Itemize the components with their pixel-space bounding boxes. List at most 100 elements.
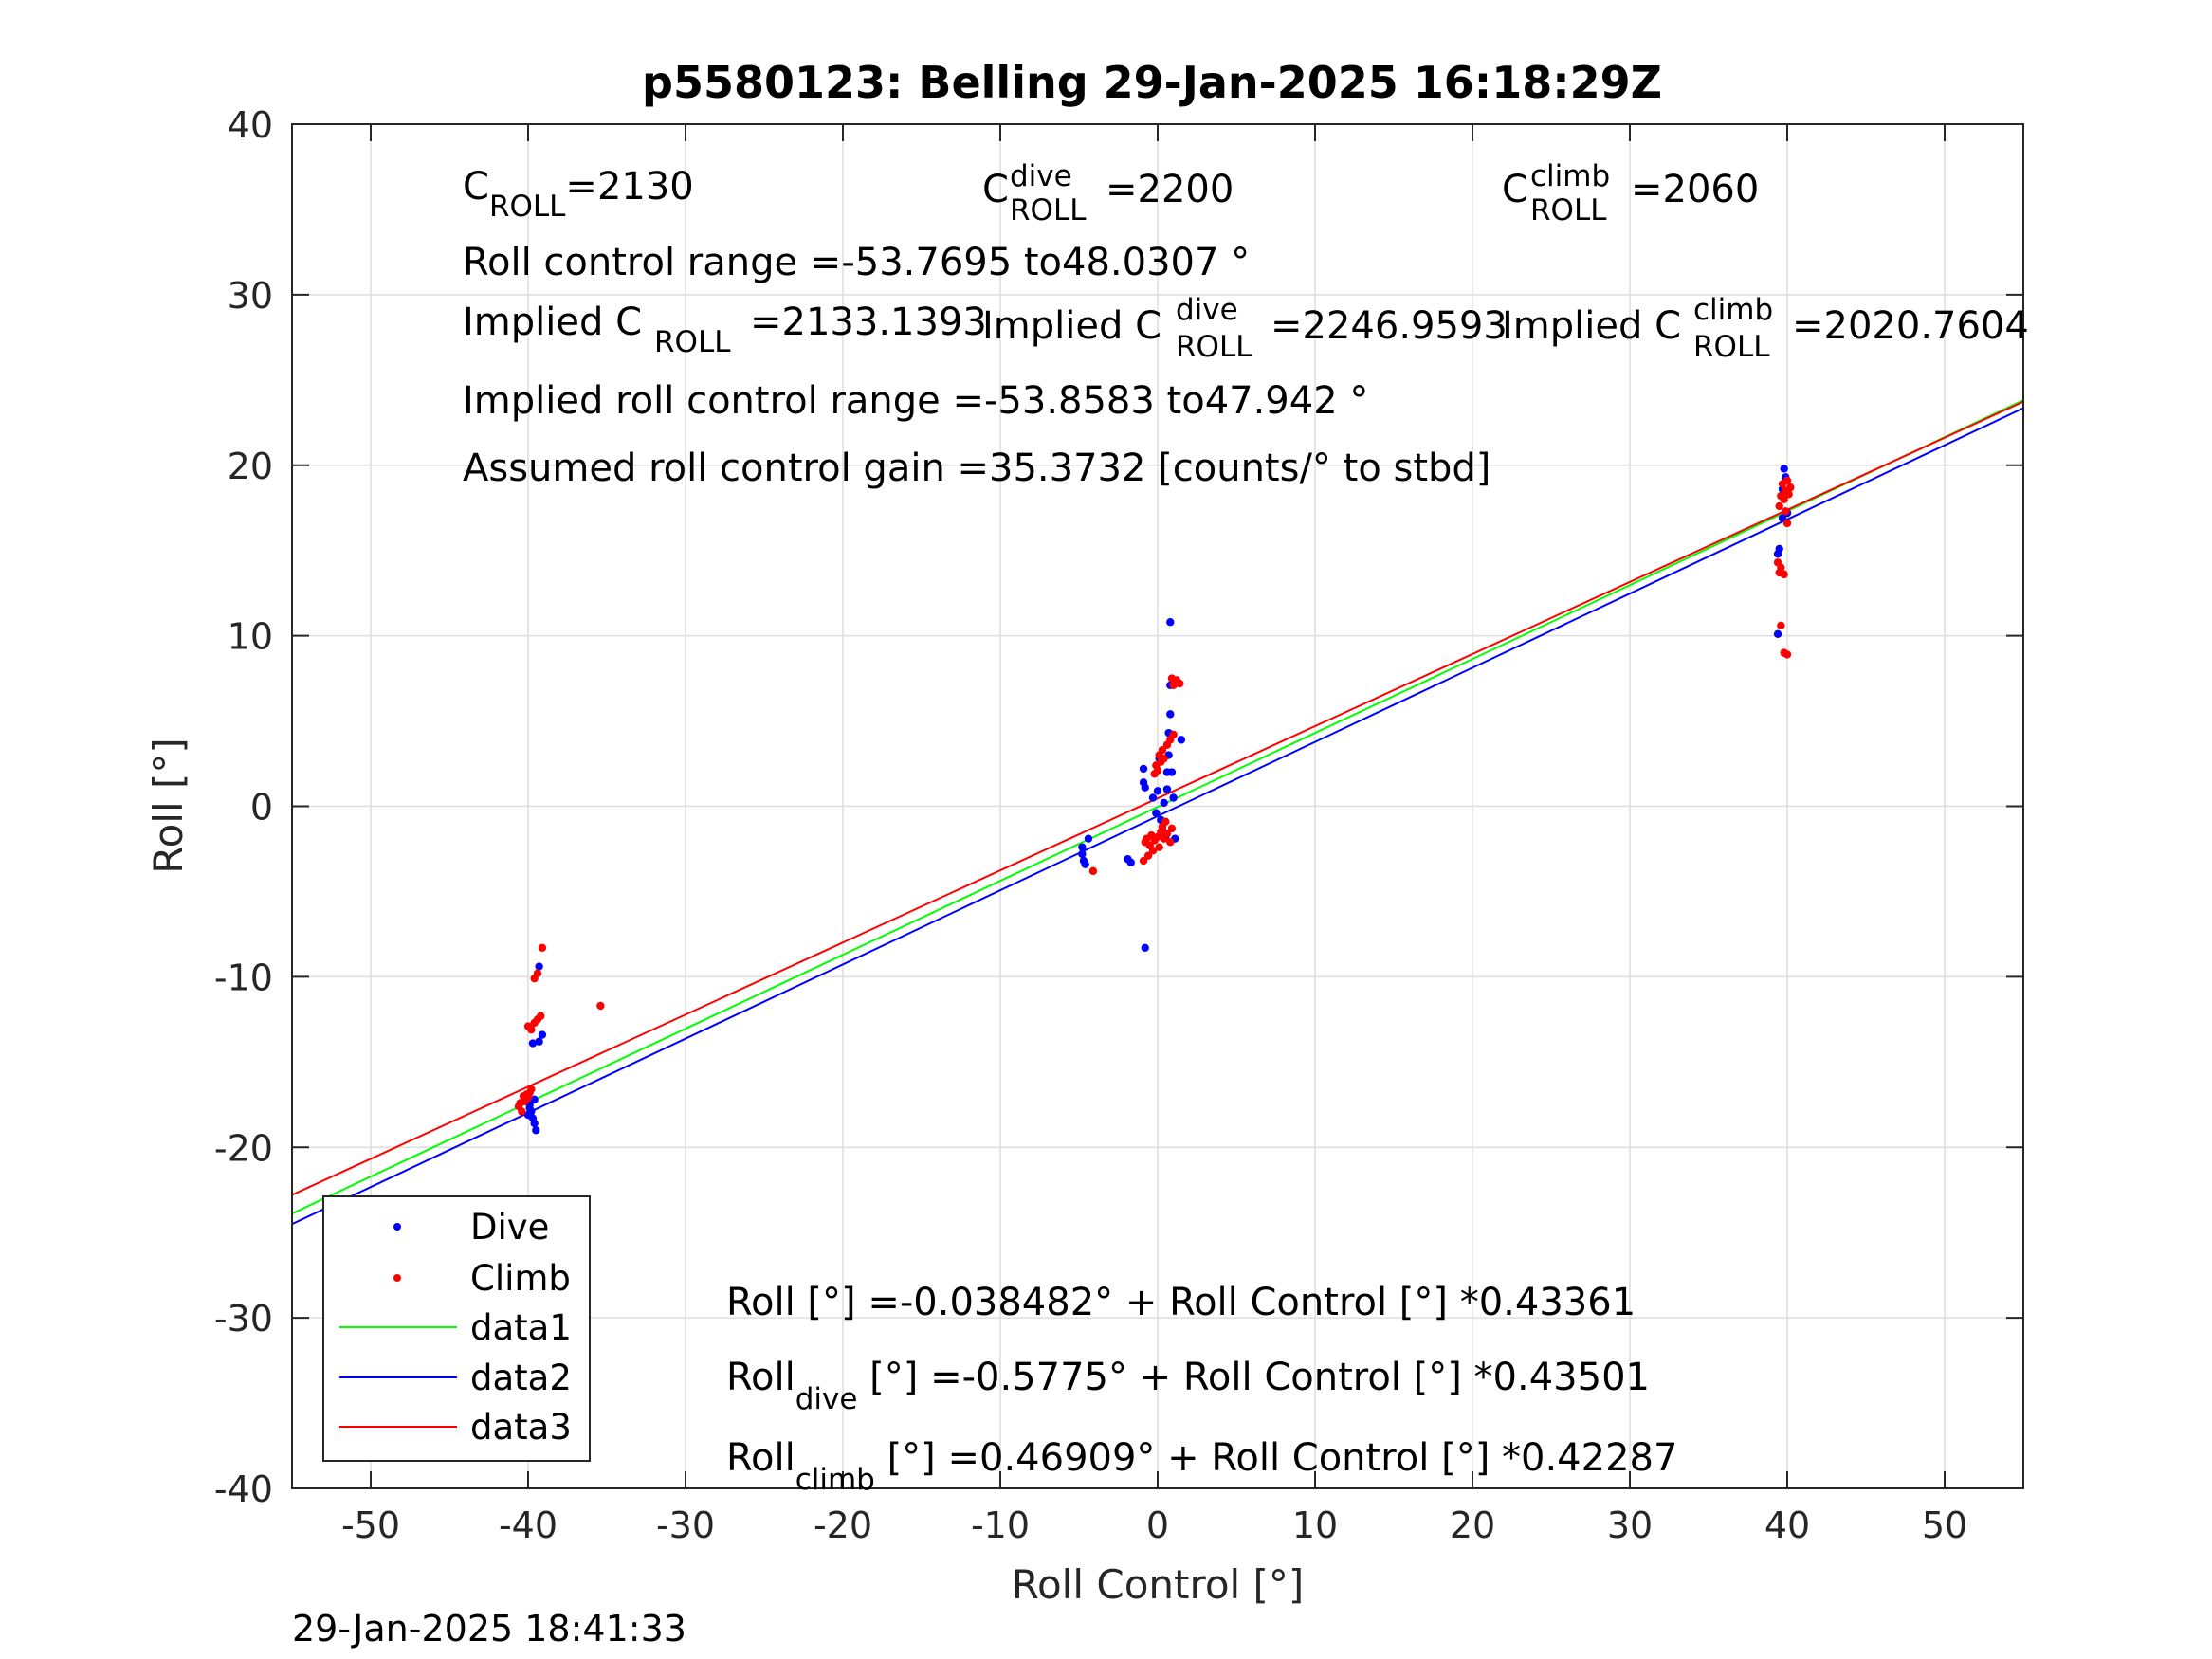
y-tick-label: 30 bbox=[228, 275, 273, 317]
x-tick-label: 0 bbox=[1146, 1504, 1169, 1546]
timestamp: 29-Jan-2025 18:41:33 bbox=[292, 1608, 686, 1650]
x-axis-label: Roll Control [°] bbox=[1012, 1561, 1305, 1608]
annotation-croll-climb-sub: ROLL bbox=[1530, 193, 1607, 228]
annotation-implied-croll-value: =2133.1393 bbox=[750, 301, 987, 344]
point-climb bbox=[1167, 674, 1177, 683]
annotation-implied-croll-dive-value: =2246.9593 bbox=[1271, 304, 1508, 348]
point-climb bbox=[1143, 851, 1153, 860]
point-dive bbox=[528, 1039, 538, 1048]
tick-labels: -50 -40 -30 -20 -10 0 10 20 30 40 50 -40 -30 -20 -10 0 1… bbox=[214, 104, 1967, 1546]
y-tick-label: 20 bbox=[228, 446, 273, 487]
legend-label-dive: Dive bbox=[470, 1207, 549, 1248]
annotation-croll-dive-sub: ROLL bbox=[1010, 193, 1087, 228]
legend-label-data3: data3 bbox=[470, 1407, 572, 1448]
point-climb bbox=[518, 1107, 526, 1116]
point-climb bbox=[1166, 838, 1175, 847]
point-climb bbox=[1782, 519, 1792, 528]
annotation-croll: CROLL=2130 bbox=[463, 165, 694, 224]
point-climb bbox=[1169, 730, 1178, 739]
point-climb bbox=[527, 1085, 536, 1094]
point-dive bbox=[1078, 849, 1087, 859]
annotations: CROLL=2130 C dive ROLL =2200 C climb ROL… bbox=[463, 159, 2029, 1497]
point-climb bbox=[1782, 650, 1792, 659]
point-climb bbox=[1153, 766, 1162, 775]
point-dive bbox=[1139, 764, 1148, 774]
point-climb bbox=[1158, 745, 1167, 755]
annotation-implied-croll-sub: ROLL bbox=[654, 325, 731, 359]
y-tick-label: -20 bbox=[214, 1127, 273, 1169]
x-tick-label: 50 bbox=[1922, 1504, 1967, 1546]
x-tick-label: -30 bbox=[656, 1504, 715, 1546]
x-tick-label: 20 bbox=[1450, 1504, 1495, 1546]
x-tick-label: -20 bbox=[814, 1504, 872, 1546]
data-points bbox=[514, 465, 1795, 1135]
annotation-implied-range: Implied roll control range =-53.8583 to4… bbox=[463, 379, 1368, 423]
point-dive bbox=[538, 1030, 547, 1039]
point-dive bbox=[1078, 843, 1087, 851]
legend-swatch-dive bbox=[393, 1223, 401, 1231]
annotation-implied-croll-climb-sub: ROLL bbox=[1693, 330, 1770, 364]
annotation-implied-croll-dive-sup: dive bbox=[1176, 293, 1238, 327]
point-climb bbox=[1160, 754, 1168, 763]
y-tick-label: -10 bbox=[214, 957, 273, 998]
point-climb bbox=[527, 1025, 536, 1034]
annotation-croll-climb: C bbox=[1502, 168, 1528, 211]
point-dive bbox=[1167, 768, 1177, 776]
annotation-implied-croll-dive-sub: ROLL bbox=[1176, 330, 1252, 364]
point-climb bbox=[519, 1092, 528, 1101]
point-dive bbox=[535, 962, 543, 971]
point-climb bbox=[596, 1001, 605, 1011]
point-dive bbox=[1169, 793, 1178, 802]
legend-swatch-climb bbox=[393, 1274, 401, 1282]
y-tick-label: 10 bbox=[228, 616, 273, 658]
point-climb bbox=[1786, 483, 1795, 492]
legend-label-data2: data2 bbox=[470, 1358, 572, 1398]
y-axis-label: Roll [°] bbox=[145, 738, 192, 873]
y-tick-label: 40 bbox=[228, 104, 273, 146]
annotation-implied-croll-dive: Implied C bbox=[982, 304, 1161, 348]
point-climb bbox=[1088, 866, 1098, 876]
x-tick-label: 30 bbox=[1607, 1504, 1653, 1546]
annotation-fit-all: Roll [°] =-0.038482° + Roll Control [°] … bbox=[726, 1281, 1636, 1324]
ticks bbox=[292, 123, 2023, 1489]
legend-label-climb: Climb bbox=[470, 1258, 571, 1299]
point-climb bbox=[1162, 830, 1172, 838]
point-climb bbox=[1780, 570, 1788, 579]
point-dive bbox=[530, 1095, 539, 1104]
x-tick-label: 40 bbox=[1764, 1504, 1810, 1546]
point-dive bbox=[1775, 544, 1783, 554]
point-dive bbox=[1152, 809, 1161, 817]
annotation-fit-climb: Rollclimb [°] =0.46909° + Roll Control [… bbox=[726, 1436, 1677, 1497]
legend-label-data1: data1 bbox=[470, 1307, 572, 1348]
fit-line-data1 bbox=[292, 399, 2023, 1215]
point-dive bbox=[1084, 834, 1093, 843]
point-climb bbox=[1784, 490, 1793, 499]
x-tick-label: -40 bbox=[499, 1504, 558, 1546]
y-tick-label: 0 bbox=[250, 787, 273, 829]
point-climb bbox=[538, 943, 547, 952]
point-dive bbox=[1162, 785, 1172, 793]
chart-title: p5580123: Belling 29-Jan-2025 16:18:29Z bbox=[642, 57, 1662, 108]
legend: Dive Climb data1 data2 data3 bbox=[322, 1195, 591, 1462]
point-dive bbox=[1141, 783, 1149, 792]
annotation-croll-climb-sup: climb bbox=[1530, 159, 1610, 193]
annotation-croll-dive-value: =2200 bbox=[1106, 168, 1234, 211]
x-tick-label: 10 bbox=[1292, 1504, 1338, 1546]
point-dive bbox=[532, 1126, 540, 1135]
y-tick-label: -30 bbox=[214, 1298, 273, 1340]
annotation-implied-croll-climb: Implied C bbox=[1502, 304, 1681, 348]
annotation-gain: Assumed roll control gain =35.3732 [coun… bbox=[463, 447, 1490, 490]
point-dive bbox=[1166, 618, 1175, 627]
point-dive bbox=[1141, 943, 1149, 952]
point-climb bbox=[1782, 507, 1790, 516]
point-climb bbox=[1780, 495, 1788, 503]
fit-line-data3 bbox=[292, 400, 2023, 1196]
annotation-implied-croll-climb-value: =2020.7604 bbox=[1792, 304, 2029, 348]
point-dive bbox=[1177, 736, 1186, 744]
point-dive bbox=[1153, 787, 1162, 795]
point-climb bbox=[1782, 476, 1792, 485]
point-dive bbox=[1166, 710, 1175, 719]
point-climb bbox=[537, 1012, 545, 1020]
point-dive bbox=[1148, 793, 1158, 802]
